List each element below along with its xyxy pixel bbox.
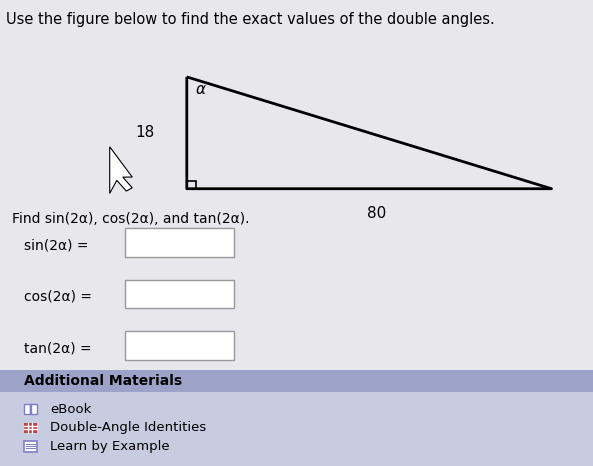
Bar <box>24 441 37 452</box>
Text: sin(2α) =: sin(2α) = <box>24 239 88 253</box>
Text: Find sin(2α), cos(2α), and tan(2α).: Find sin(2α), cos(2α), and tan(2α). <box>12 212 250 226</box>
Text: α: α <box>196 82 206 96</box>
Bar <box>0 392 593 466</box>
Bar <box>125 331 234 360</box>
Polygon shape <box>110 147 132 193</box>
Text: 80: 80 <box>367 206 386 221</box>
Text: Use the figure below to find the exact values of the double angles.: Use the figure below to find the exact v… <box>6 12 495 27</box>
Bar <box>24 423 37 433</box>
Text: eBook: eBook <box>50 403 92 416</box>
Text: Double-Angle Identities: Double-Angle Identities <box>50 421 206 434</box>
Text: 18: 18 <box>136 125 155 140</box>
Bar <box>125 280 234 308</box>
Bar <box>0 370 593 392</box>
Text: tan(2α) =: tan(2α) = <box>24 341 91 355</box>
Bar <box>24 404 30 414</box>
Bar <box>31 404 37 414</box>
Bar <box>125 228 234 257</box>
Text: Additional Materials: Additional Materials <box>24 374 182 388</box>
Text: cos(2α) =: cos(2α) = <box>24 290 92 304</box>
Text: Learn by Example: Learn by Example <box>50 440 170 453</box>
